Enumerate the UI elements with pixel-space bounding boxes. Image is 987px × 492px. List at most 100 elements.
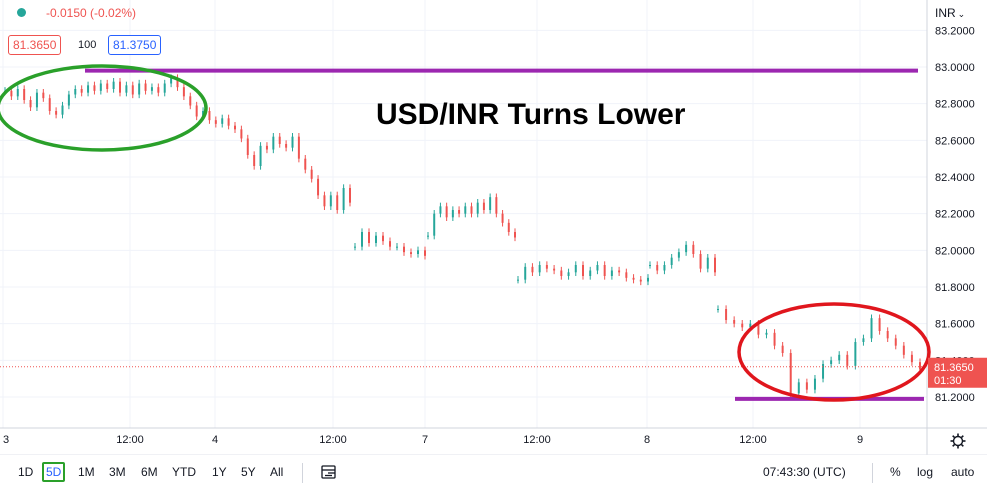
- candle-body: [749, 323, 752, 328]
- candle-body: [221, 118, 224, 124]
- candle-body: [417, 250, 419, 254]
- candle-body: [433, 213, 436, 236]
- candle-body: [157, 87, 160, 93]
- candle-body: [514, 232, 516, 238]
- percent-toggle[interactable]: %: [890, 465, 901, 479]
- candle-body: [854, 342, 857, 366]
- candle-body: [234, 125, 236, 130]
- currency-selector[interactable]: INR ⌄: [935, 6, 965, 20]
- candle-body: [517, 279, 519, 281]
- ask-price[interactable]: 81.3750: [108, 35, 162, 55]
- candle-body: [144, 83, 147, 91]
- candle-body: [361, 232, 363, 247]
- timeframe-5y[interactable]: 5Y: [241, 465, 256, 479]
- timeframe-1y[interactable]: 1Y: [212, 465, 227, 479]
- candle-body: [545, 265, 548, 269]
- divider: [302, 463, 303, 483]
- candle-body: [214, 120, 217, 124]
- candle-body: [773, 332, 776, 346]
- timeframe-1d[interactable]: 1D: [18, 465, 34, 479]
- time-tick-label: 4: [212, 434, 218, 446]
- candle-body: [170, 78, 173, 84]
- candle-body: [589, 270, 592, 276]
- candle-body: [531, 266, 534, 273]
- auto-toggle[interactable]: auto: [951, 465, 975, 479]
- candle-body: [23, 89, 26, 100]
- candle-body: [596, 265, 599, 271]
- candle-body: [582, 265, 584, 276]
- candle-body: [291, 136, 294, 148]
- last-price-label-bg: [928, 357, 987, 388]
- date-range-icon[interactable]: [320, 464, 338, 480]
- candle-body: [182, 87, 185, 97]
- timeframe-6m[interactable]: 6M: [141, 465, 158, 479]
- candle-body: [870, 318, 873, 339]
- candle-body: [265, 145, 268, 150]
- timeframe-1m[interactable]: 1M: [78, 465, 95, 479]
- candle-body: [813, 378, 816, 390]
- chevron-down-icon: ⌄: [957, 9, 966, 19]
- price-tick-label: 82.6000: [935, 135, 975, 147]
- candle-body: [112, 81, 115, 89]
- candle-body: [733, 320, 736, 324]
- candle-body: [797, 382, 800, 394]
- candle-body: [424, 250, 426, 256]
- candle-body: [125, 85, 128, 93]
- candle-body: [632, 277, 635, 280]
- gear-icon[interactable]: [952, 435, 964, 447]
- timeframe-3m[interactable]: 3M: [109, 465, 126, 479]
- candle-body: [862, 338, 865, 342]
- price-tick-label: 83.2000: [935, 25, 975, 37]
- candle-body: [195, 105, 198, 117]
- candle-body: [757, 323, 760, 335]
- log-toggle[interactable]: log: [917, 465, 934, 479]
- red-ellipse-annotation[interactable]: [737, 302, 931, 402]
- candle-body: [765, 332, 768, 335]
- candle-body: [93, 85, 96, 91]
- time-tick-label: 9: [857, 434, 863, 446]
- candle-body: [553, 268, 556, 271]
- timeframe-ytd[interactable]: YTD: [172, 465, 196, 479]
- time-tick-label: 7: [422, 434, 428, 446]
- bottom-toolbar: 1D 5D 1M 3M 6M YTD 1Y 5Y All 07:43:30 (U…: [0, 455, 987, 492]
- candle-body: [670, 257, 673, 265]
- candle-body: [410, 252, 412, 254]
- time-tick-label: 12:00: [523, 434, 551, 446]
- candle-body: [336, 195, 339, 210]
- gear-icon-tooth: [952, 443, 956, 447]
- candle-body: [403, 246, 405, 253]
- candle-body: [692, 244, 695, 254]
- candle-body: [208, 111, 211, 121]
- candle-body: [489, 197, 492, 210]
- candle-body: [451, 210, 454, 218]
- candle-body: [80, 89, 83, 93]
- timeframe-all[interactable]: All: [270, 465, 284, 479]
- candle-body: [329, 195, 332, 207]
- green-ellipse-annotation[interactable]: [0, 64, 208, 152]
- bar-countdown: 01:30: [934, 375, 962, 387]
- price-tick-label: 81.2000: [935, 392, 975, 404]
- last-price-label: 81.3650: [934, 362, 974, 374]
- price-change: -0.0150 (-0.02%): [46, 6, 137, 20]
- candle-body: [445, 206, 448, 218]
- candle-body: [677, 252, 680, 258]
- price-tick-label: 82.0000: [935, 245, 975, 257]
- candle-body: [846, 354, 849, 366]
- utc-clock[interactable]: 07:43:30 (UTC): [763, 465, 846, 479]
- candle-body: [310, 169, 313, 179]
- candle-body: [878, 318, 881, 331]
- timeframe-5d[interactable]: 5D: [42, 462, 66, 482]
- candle-body: [246, 138, 249, 155]
- candle-body: [253, 155, 256, 166]
- candle-body: [717, 309, 719, 310]
- candle-body: [567, 272, 570, 276]
- candle-body: [189, 96, 192, 106]
- candle-body: [714, 257, 716, 273]
- candle-body: [618, 270, 621, 273]
- price-tick-label: 81.8000: [935, 282, 975, 294]
- candle-body: [87, 85, 90, 93]
- bid-price[interactable]: 81.3650: [8, 35, 62, 55]
- candle-body: [389, 241, 391, 247]
